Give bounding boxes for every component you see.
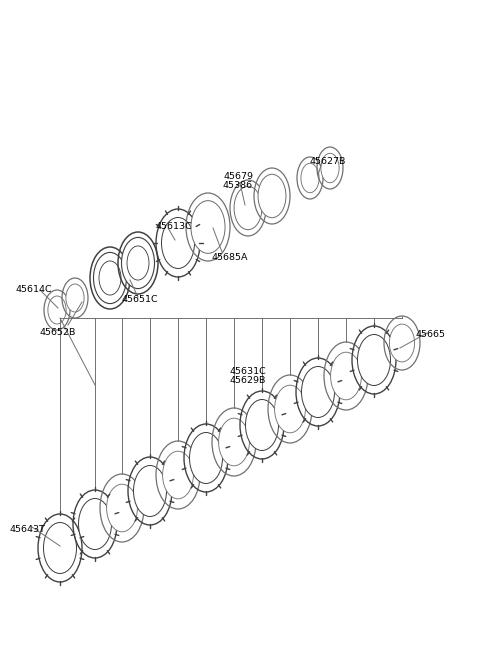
Ellipse shape	[121, 237, 155, 289]
Ellipse shape	[301, 163, 319, 193]
Ellipse shape	[190, 432, 223, 483]
Ellipse shape	[301, 367, 335, 417]
Text: 45651C: 45651C	[122, 295, 158, 304]
Text: 45643T: 45643T	[10, 525, 46, 534]
Ellipse shape	[163, 451, 193, 499]
Text: 45613C: 45613C	[155, 222, 192, 231]
Ellipse shape	[133, 466, 167, 517]
Text: 45652B: 45652B	[40, 328, 76, 337]
Text: 45627B: 45627B	[310, 157, 347, 166]
Ellipse shape	[66, 284, 84, 312]
Ellipse shape	[94, 252, 127, 303]
Ellipse shape	[258, 174, 286, 217]
Ellipse shape	[321, 153, 339, 183]
Text: 45665: 45665	[415, 330, 445, 339]
Ellipse shape	[331, 352, 361, 400]
Ellipse shape	[161, 217, 194, 269]
Text: 45614C: 45614C	[15, 285, 52, 294]
Ellipse shape	[218, 418, 250, 466]
Text: 45386: 45386	[223, 181, 253, 190]
Ellipse shape	[48, 296, 66, 324]
Ellipse shape	[275, 385, 305, 433]
Text: 45631C: 45631C	[230, 367, 267, 376]
Ellipse shape	[79, 498, 111, 550]
Text: 45679: 45679	[223, 172, 253, 181]
Ellipse shape	[358, 335, 391, 386]
Ellipse shape	[234, 186, 262, 230]
Text: 45685A: 45685A	[212, 253, 249, 262]
Ellipse shape	[107, 484, 137, 532]
Ellipse shape	[245, 400, 278, 451]
Ellipse shape	[44, 523, 76, 574]
Ellipse shape	[389, 324, 415, 362]
Ellipse shape	[191, 200, 225, 253]
Text: 45629B: 45629B	[230, 376, 266, 385]
